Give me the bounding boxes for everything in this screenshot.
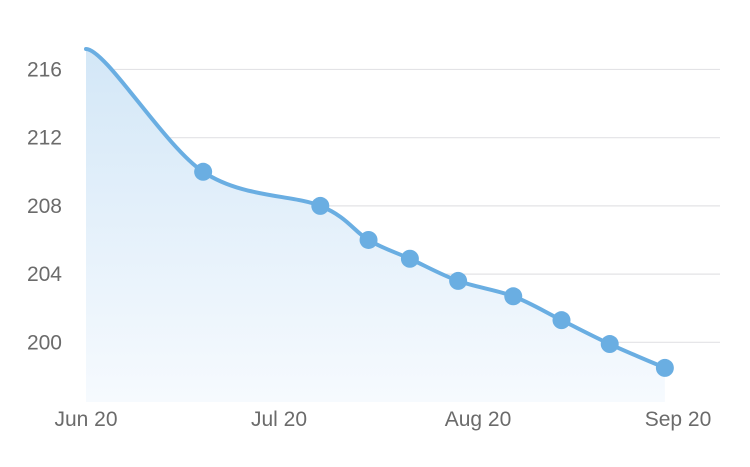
x-tick-label-jun-20: Jun 20: [54, 408, 117, 431]
x-tick-label-aug-20: Aug 20: [445, 408, 512, 431]
y-tick-label-212: 212: [27, 127, 62, 150]
y-tick-label-208: 208: [27, 195, 62, 218]
x-axis-tick-labels: Jun 20 Jul 20 Aug 20 Sep 20: [54, 408, 711, 431]
data-point-5: [400, 249, 419, 268]
data-point-2: [194, 162, 213, 181]
data-point-3: [311, 196, 330, 215]
data-point-9: [600, 335, 619, 354]
data-points: [194, 162, 674, 377]
x-tick-label-jul-20: Jul 20: [251, 408, 307, 431]
data-point-6: [449, 271, 468, 290]
area-fill-shape: [86, 48, 665, 403]
y-tick-label-200: 200: [27, 331, 62, 354]
x-tick-label-sep-20: Sep 20: [645, 408, 712, 431]
area-fill: [86, 48, 665, 403]
data-point-4: [359, 230, 378, 249]
data-point-8: [552, 311, 571, 330]
data-point-7: [504, 287, 523, 306]
data-point-10: [655, 358, 674, 377]
y-tick-label-216: 216: [27, 58, 62, 81]
y-tick-label-204: 204: [27, 263, 62, 286]
y-axis-tick-labels: 200 204 208 212 216: [27, 58, 62, 354]
